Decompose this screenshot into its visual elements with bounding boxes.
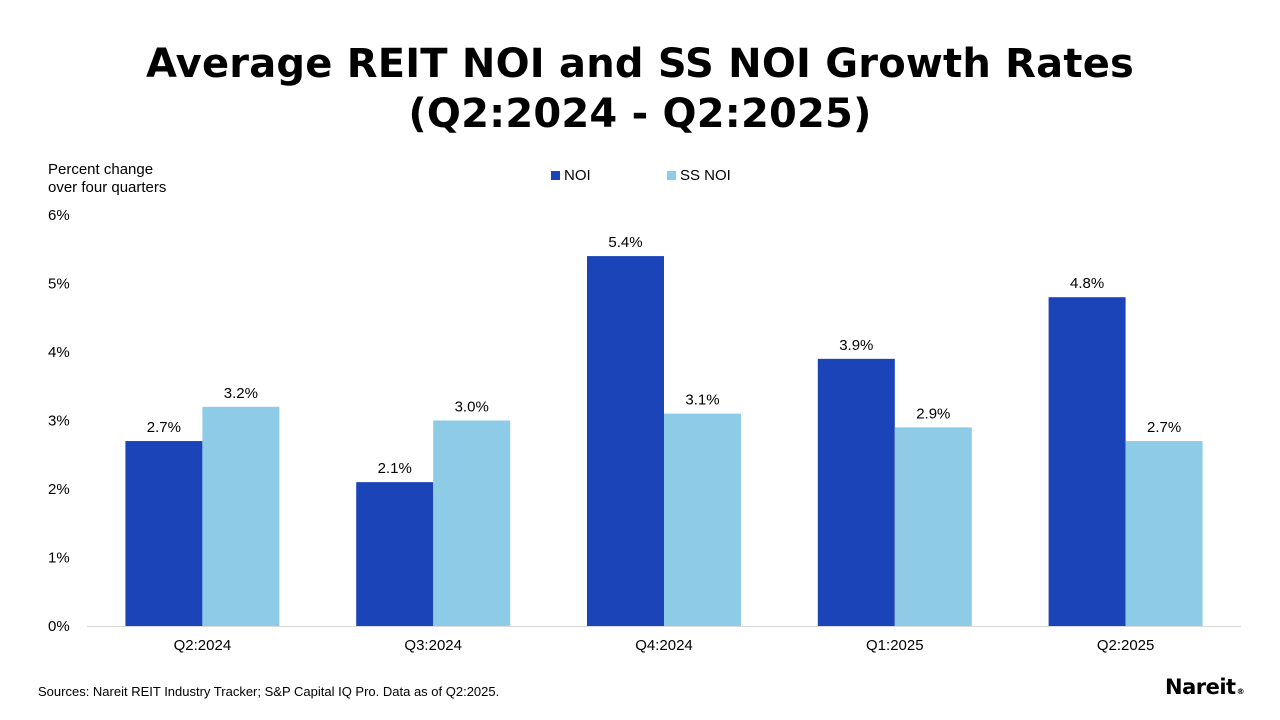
x-tick-label: Q4:2024 (635, 637, 693, 654)
data-label: 4.8% (1070, 275, 1104, 292)
data-label: 3.0% (455, 399, 489, 416)
x-tick-label: Q2:2025 (1097, 637, 1155, 654)
y-axis-label-line-2: over four quarters (48, 179, 167, 196)
legend-item-ss-noi: SS NOI (667, 166, 731, 184)
legend-item-noi: NOI (551, 166, 591, 184)
data-label: 2.7% (1147, 419, 1181, 436)
y-tick-label: 5% (48, 276, 70, 293)
bar-noi (587, 256, 664, 626)
chart-title-line-2: (Q2:2024 - Q2:2025) (408, 91, 872, 137)
y-tick-label: 0% (48, 618, 70, 635)
legend-label-ss-noi: SS NOI (680, 166, 731, 184)
data-label: 2.7% (147, 419, 181, 436)
y-tick-label: 1% (48, 550, 70, 567)
bar-noi (125, 441, 203, 626)
bar-noi (1048, 297, 1126, 626)
nareit-logo: Nareit® (1165, 675, 1245, 699)
bar-noi (817, 358, 895, 626)
x-tick-label: Q2:2024 (174, 637, 232, 654)
sources-footnote: Sources: Nareit REIT Industry Tracker; S… (38, 684, 500, 699)
legend-swatch-ss-noi (667, 170, 676, 180)
legend-label-noi: NOI (564, 166, 591, 184)
bar-ss-noi (433, 420, 511, 626)
data-label: 2.1% (378, 460, 412, 477)
x-tick-label: Q3:2024 (404, 637, 462, 654)
logo-text: Nareit (1165, 675, 1236, 699)
y-tick-label: 4% (48, 344, 70, 361)
y-tick-label: 3% (48, 413, 70, 430)
data-label: 5.4% (608, 234, 642, 251)
chart-title-line-1: Average REIT NOI and SS NOI Growth Rates (145, 41, 1135, 87)
data-label: 3.1% (685, 392, 719, 409)
y-tick-label: 6% (48, 207, 70, 224)
y-axis-label: Percent change over four quarters (48, 161, 166, 197)
bar-ss-noi (664, 413, 741, 626)
x-tick-label: Q1:2025 (866, 637, 924, 654)
bar-ss-noi (894, 427, 972, 626)
data-label: 2.9% (916, 405, 950, 422)
logo-registered-mark: ® (1236, 687, 1245, 696)
y-tick-label: 2% (48, 481, 70, 498)
bar-ss-noi (1125, 441, 1203, 626)
bar-noi (356, 482, 434, 626)
data-label: 3.2% (224, 385, 258, 402)
legend-swatch-noi (551, 170, 560, 180)
bar-ss-noi (202, 406, 280, 626)
data-label: 3.9% (839, 337, 873, 354)
y-axis-label-line-1: Percent change (48, 161, 154, 178)
